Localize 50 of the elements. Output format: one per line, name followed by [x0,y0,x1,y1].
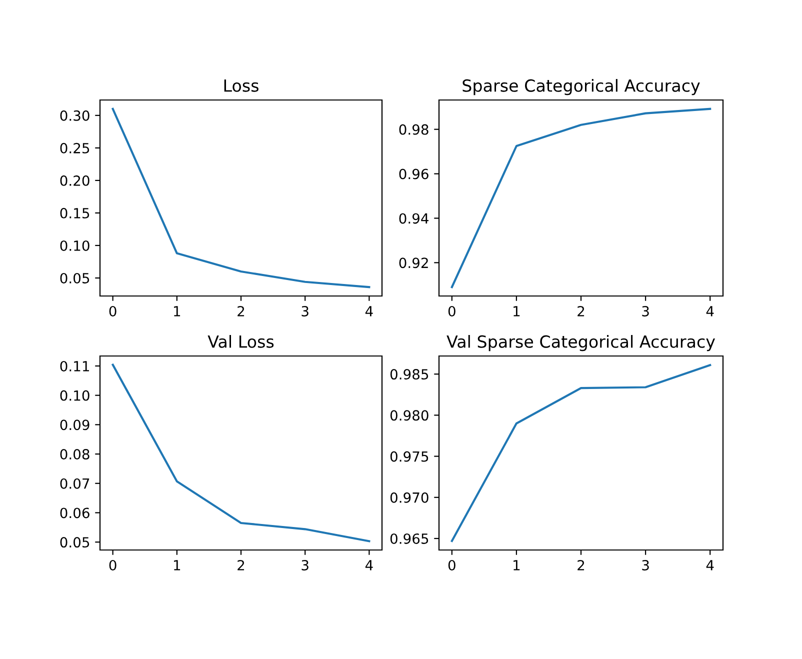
y-tick-label: 0.05 [60,537,90,548]
y-tick-label: 0.92 [399,258,428,268]
y-tick-label: 0.30 [60,110,90,121]
x-tick-label: 0 [448,560,456,570]
x-tick-label: 4 [365,306,373,316]
chart-title: Loss [224,80,258,92]
x-tick-label: 1 [174,306,180,316]
x-tick-label: 3 [302,560,308,570]
x-tick-label: 3 [642,560,649,570]
y-tick-label: 0.08 [60,448,90,460]
x-tick-label: 2 [238,560,244,570]
y-tick-label: 0.11 [60,360,89,372]
x-tick-label: 3 [302,306,308,316]
chart-title: Sparse Categorical Accuracy [462,79,700,96]
x-tick-label: 3 [642,306,649,316]
y-tick-label: 0.10 [60,240,90,251]
y-tick-label: 0.96 [399,168,428,180]
y-tick-label: 0.20 [60,175,90,186]
chart-title: Val Sparse Categorical Accuracy [446,335,716,352]
y-tick-label: 0.970 [390,492,428,503]
x-tick-label: 1 [514,560,520,570]
x-tick-label: 2 [578,306,584,316]
y-tick-label: 0.15 [60,208,90,218]
chart-title: Val Loss [208,335,274,348]
y-tick-label: 0.07 [60,478,90,489]
x-tick-label: 0 [109,306,116,316]
y-tick-label: 0.94 [399,213,428,224]
y-tick-label: 0.05 [60,272,90,284]
y-tick-label: 0.10 [60,390,90,401]
line-series [112,364,370,542]
y-tick-label: 0.06 [60,508,90,518]
x-tick-label: 4 [706,306,714,316]
x-tick-label: 2 [238,306,244,316]
x-tick-label: 0 [109,560,116,570]
line-series [450,108,712,288]
y-tick-label: 0.985 [390,369,428,380]
x-tick-label: 4 [365,560,373,570]
y-tick-label: 0.975 [390,451,428,462]
y-tick-label: 0.09 [60,420,90,430]
x-tick-label: 2 [578,560,584,570]
y-tick-label: 0.25 [60,142,90,154]
y-tick-label: 0.980 [390,410,428,421]
x-tick-label: 4 [706,560,714,570]
line-series [112,108,370,288]
line-series [450,364,712,542]
y-tick-label: 0.98 [399,124,428,135]
y-tick-label: 0.965 [390,533,428,544]
x-tick-label: 1 [514,306,520,316]
x-tick-label: 1 [174,560,180,570]
x-tick-label: 0 [448,306,456,316]
